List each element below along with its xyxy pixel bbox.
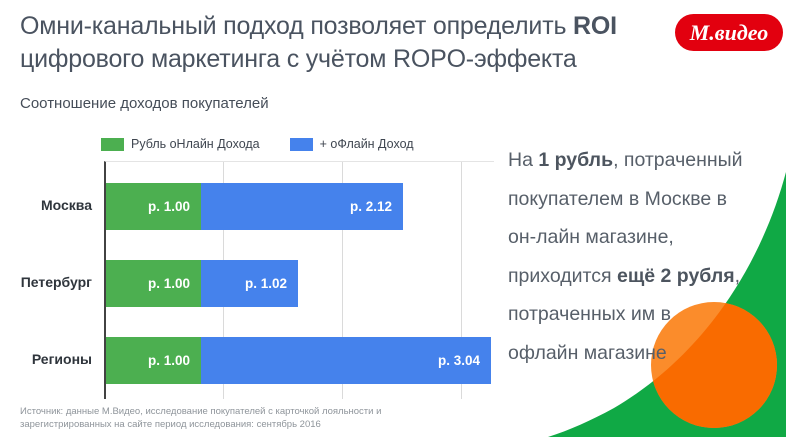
bar-row-moscow: р. 1.00 р. 2.12 bbox=[106, 183, 403, 230]
annotation-span: приходится bbox=[508, 264, 617, 287]
bar-petersburg-offline: р. 1.02 bbox=[201, 260, 298, 307]
chart-subtitle: Соотношение доходов покупателей bbox=[20, 95, 269, 112]
bar-moscow-offline: р. 2.12 bbox=[201, 183, 403, 230]
title-text: Омни-канальный подход позволяет определи… bbox=[20, 12, 574, 40]
annotation-bold: 1 рубль bbox=[538, 149, 614, 171]
annotation-line: приходится ещё 2 рубля, bbox=[508, 257, 743, 296]
annotation-span: офлайн магазине bbox=[508, 341, 667, 364]
annotation-span: , потраченный bbox=[613, 149, 743, 171]
annotation-line: он-лайн магазине, bbox=[508, 218, 743, 257]
annotation-span: , bbox=[734, 264, 741, 287]
annotation-span: потраченных им в bbox=[508, 303, 671, 325]
annotation-text: На 1 рубль, потраченный покупателем в Мо… bbox=[508, 141, 743, 372]
legend-label-offline: + оФлайн Доход bbox=[319, 137, 414, 151]
annotation-bold: ещё 2 рубля bbox=[616, 264, 735, 287]
slide-title: Омни-канальный подход позволяет определи… bbox=[20, 10, 617, 76]
annotation-line: На 1 рубль, потраченный bbox=[508, 141, 743, 180]
legend-label-online: Рубль оНлайн Дохода bbox=[131, 137, 260, 151]
category-label-moscow: Москва bbox=[40, 197, 92, 213]
bar-moscow-online: р. 1.00 bbox=[106, 183, 201, 230]
title-text-line2: цифрового маркетинга с учётом ROPO-эффек… bbox=[20, 45, 577, 73]
bar-row-regions: р. 1.00 р. 3.04 bbox=[106, 337, 491, 384]
source-note: Источник: данные М.Видео, исследование п… bbox=[20, 406, 381, 431]
annotation-span: покупателем в Москве в bbox=[508, 187, 727, 210]
annotation-line: офлайн магазине bbox=[508, 334, 743, 373]
legend-swatch-blue bbox=[289, 137, 313, 151]
annotation-span: он-лайн магазине, bbox=[508, 226, 674, 248]
category-label-petersburg: Петербург bbox=[20, 274, 92, 290]
chart-plot-area: р. 1.00 р. 2.12 р. 1.00 р. 1.02 р. 1.00 … bbox=[104, 161, 494, 399]
category-label-regions: Регионы bbox=[31, 351, 92, 367]
legend-item-online: Рубль оНлайн Дохода bbox=[101, 137, 260, 151]
slide-title-line1: Омни-канальный подход позволяет определи… bbox=[20, 10, 617, 43]
annotation-line: покупателем в Москве в bbox=[508, 180, 743, 219]
gridline bbox=[342, 162, 343, 399]
title-roi-bold: ROI bbox=[573, 12, 617, 40]
mvideo-logo-text: М.видео bbox=[689, 19, 769, 45]
legend-swatch-green bbox=[101, 137, 124, 151]
annotation-span: На bbox=[508, 149, 539, 171]
bar-row-petersburg: р. 1.00 р. 1.02 bbox=[106, 260, 298, 307]
mvideo-logo: М.видео bbox=[675, 14, 783, 51]
gridline bbox=[461, 162, 462, 399]
bar-petersburg-online: р. 1.00 bbox=[106, 260, 201, 307]
source-line1: Источник: данные М.Видео, исследование п… bbox=[20, 406, 382, 417]
source-line2: зарегистрированных на сайте период иссле… bbox=[20, 418, 321, 430]
annotation-line: потраченных им в bbox=[508, 295, 743, 334]
bar-regions-online: р. 1.00 bbox=[106, 337, 201, 384]
slide-title-line2: цифрового маркетинга с учётом ROPO-эффек… bbox=[20, 43, 617, 76]
chart-legend: Рубль оНлайн Дохода + оФлайн Доход bbox=[101, 137, 414, 151]
legend-item-offline: + оФлайн Доход bbox=[289, 137, 414, 151]
bar-regions-offline: р. 3.04 bbox=[201, 337, 491, 384]
